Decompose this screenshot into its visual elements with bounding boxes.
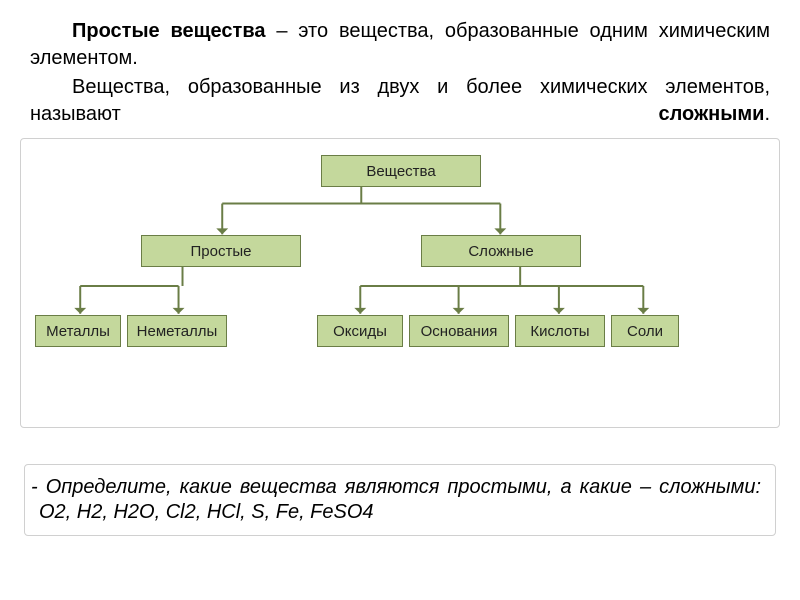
term-complex: сложными [658, 103, 764, 125]
tree-node-metals: Металлы [35, 315, 121, 347]
tree-node-acids: Кислоты [515, 315, 605, 347]
prompt-bullet: - [31, 476, 38, 498]
tree-node-nonmetals: Неметаллы [127, 315, 227, 347]
tree-node-salts: Соли [611, 315, 679, 347]
tree-node-oxides: Оксиды [317, 315, 403, 347]
exercise-prompt: - Определите, какие вещества являются пр… [24, 464, 776, 536]
term-simple: Простые вещества [72, 20, 265, 42]
prompt-text: Определите, какие вещества являются прос… [38, 476, 761, 498]
tree-node-simple: Простые [141, 235, 301, 267]
definition-simple: Простые вещества – это вещества, образов… [30, 18, 770, 72]
definition-complex: Вещества, образованные из двух и более х… [30, 74, 770, 128]
tree-node-root: Вещества [321, 155, 481, 187]
tree-node-complex: Сложные [421, 235, 581, 267]
tree-node-bases: Основания [409, 315, 509, 347]
definitions-block: Простые вещества – это вещества, образов… [0, 0, 800, 128]
classification-tree: Вещества Простые Сложные МеталлыНеметаллы Ок… [20, 138, 780, 428]
prompt-formulas: O2, H2, H2O, Cl2, HCl, S, Fe, FeSO4 [39, 501, 374, 523]
definition-complex-post: . [764, 103, 770, 125]
